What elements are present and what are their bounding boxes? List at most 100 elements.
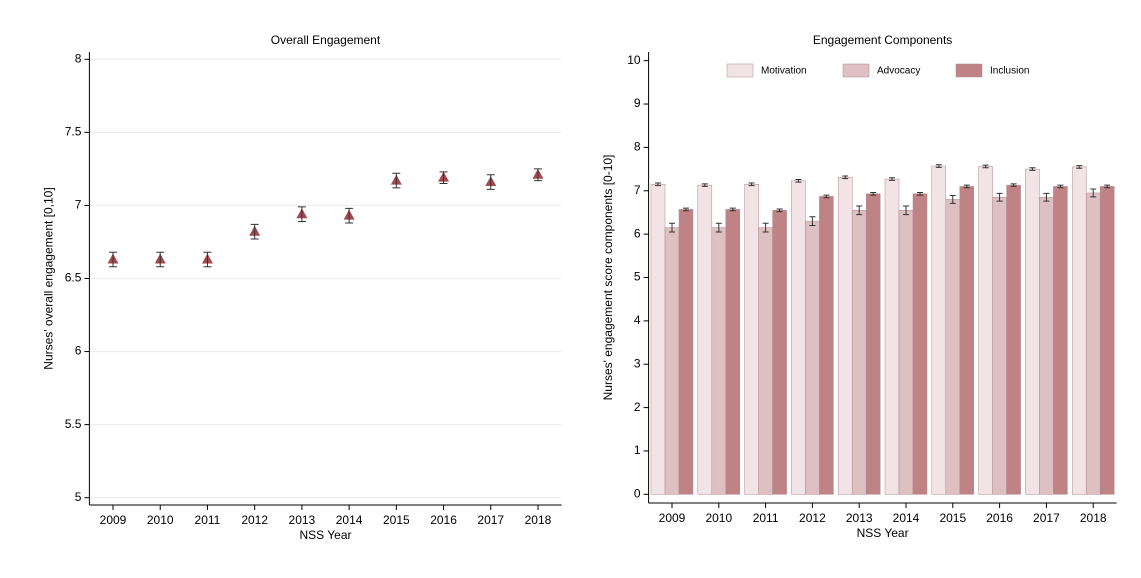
- y-tick-label: 6.5: [65, 271, 82, 285]
- error-bar: [1043, 192, 1050, 202]
- legend-label: Motivation: [761, 66, 807, 77]
- y-tick-label: 1: [634, 443, 641, 457]
- bar: [1006, 184, 1021, 495]
- bar: [992, 197, 1007, 495]
- y-tick-label: 3: [634, 356, 641, 370]
- error-bar: [1029, 167, 1036, 171]
- bar: [837, 177, 853, 495]
- x-tick-label: 2014: [336, 513, 363, 527]
- bar: [978, 166, 993, 495]
- legend-label: Inclusion: [990, 66, 1029, 77]
- bar: [1085, 192, 1101, 495]
- bar: [931, 165, 947, 495]
- bar: [791, 180, 806, 495]
- x-tick-label: 2017: [1033, 511, 1060, 525]
- bar: [1053, 186, 1068, 495]
- error-bar: [683, 207, 689, 212]
- error-bar: [982, 164, 989, 169]
- error-bar: [823, 194, 830, 199]
- x-tick-label: 2012: [799, 511, 826, 525]
- y-tick-label: 8: [75, 51, 82, 65]
- bar: [697, 184, 713, 495]
- bar: [650, 184, 666, 495]
- x-tick-label: 2009: [100, 513, 127, 527]
- bar: [865, 193, 881, 495]
- error-bar: [669, 222, 675, 233]
- x-tick-label: 2014: [893, 511, 920, 525]
- x-tick-label: 2011: [195, 513, 221, 527]
- chart-title: Engagement Components: [813, 33, 952, 47]
- error-bar: [795, 178, 802, 183]
- error-bar: [109, 251, 118, 268]
- error-bar: [903, 205, 909, 216]
- bar: [819, 196, 834, 495]
- error-bar: [996, 192, 1003, 202]
- error-bar: [655, 182, 661, 187]
- x-tick-label: 2009: [659, 511, 686, 525]
- error-bar: [1010, 183, 1017, 187]
- legend-swatch: [842, 63, 870, 78]
- error-bar: [935, 164, 942, 168]
- x-tick-label: 2017: [477, 513, 504, 527]
- error-bar: [776, 208, 783, 213]
- x-axis-label: NSS Year: [299, 528, 351, 542]
- error-bar: [917, 192, 923, 196]
- legend-swatch: [726, 63, 754, 78]
- error-bar: [949, 195, 956, 204]
- error-bar: [842, 175, 849, 180]
- error-bar: [1057, 184, 1064, 189]
- error-bar: [748, 182, 755, 187]
- error-bar: [250, 223, 259, 240]
- y-tick-label: 2: [634, 400, 641, 414]
- y-tick-label: 7: [75, 198, 82, 212]
- bar: [1025, 168, 1040, 495]
- x-tick-label: 2010: [705, 511, 732, 525]
- error-bar: [297, 206, 306, 223]
- error-bar: [809, 216, 816, 226]
- bar: [744, 184, 759, 495]
- error-bar: [729, 207, 736, 212]
- error-bar: [486, 174, 495, 190]
- error-bar: [870, 192, 877, 196]
- chart-title: Overall Engagement: [271, 33, 381, 47]
- bar: [851, 210, 867, 495]
- error-bar: [963, 184, 970, 189]
- y-tick-label: 7: [634, 183, 641, 197]
- error-bar: [856, 205, 863, 216]
- bar: [898, 210, 914, 495]
- bar: [664, 227, 680, 495]
- bar: [1099, 186, 1115, 495]
- bar: [711, 227, 727, 495]
- error-bar: [1076, 165, 1083, 169]
- x-tick-label: 2013: [289, 513, 316, 527]
- bar: [678, 209, 694, 495]
- error-bar: [345, 207, 354, 224]
- error-bar: [1104, 184, 1111, 189]
- y-tick-label: 5.5: [65, 417, 82, 431]
- bar: [772, 210, 787, 495]
- error-bar: [762, 222, 769, 233]
- error-bar: [439, 171, 448, 185]
- error-bar: [156, 251, 165, 268]
- y-tick-label: 5: [634, 270, 641, 284]
- y-axis-label: Nurses' overall engagement [0,10]: [42, 187, 56, 369]
- y-tick-label: 0: [634, 486, 641, 500]
- y-tick-label: 6: [75, 344, 82, 358]
- y-tick-label: 10: [627, 53, 641, 67]
- bar: [1071, 166, 1087, 495]
- bar: [805, 220, 820, 495]
- bar: [912, 193, 928, 495]
- x-tick-label: 2018: [1080, 511, 1107, 525]
- bar: [758, 227, 773, 495]
- x-tick-label: 2013: [846, 511, 873, 525]
- bar: [725, 209, 741, 495]
- error-bar: [533, 168, 542, 182]
- x-axis-label: NSS Year: [857, 526, 909, 540]
- error-bar: [203, 251, 212, 268]
- y-tick-label: 8: [634, 140, 641, 154]
- x-tick-label: 2011: [753, 511, 779, 525]
- y-tick-label: 9: [634, 96, 641, 110]
- legend-label: Advocacy: [877, 66, 920, 77]
- x-tick-label: 2016: [430, 513, 457, 527]
